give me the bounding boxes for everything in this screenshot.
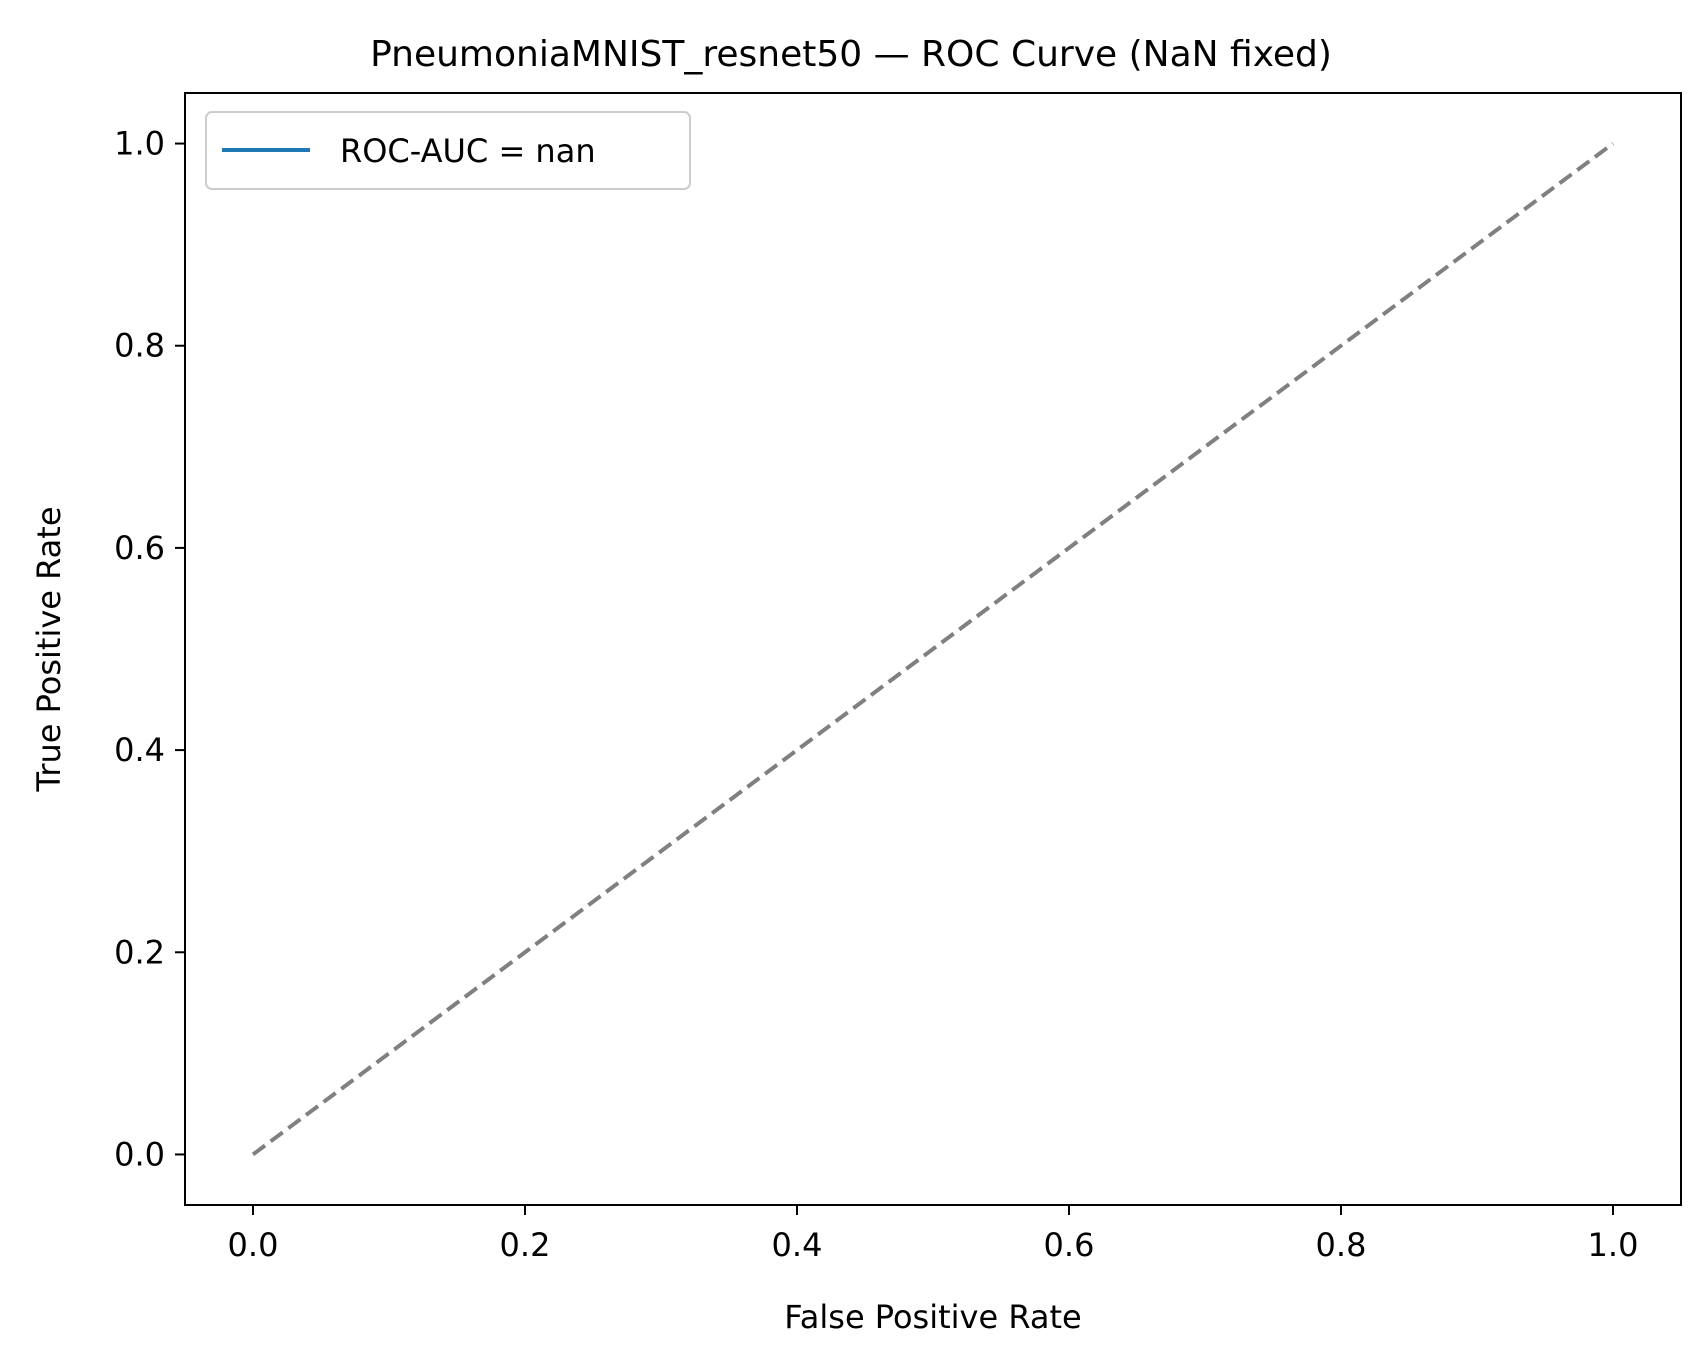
x-axis-label: False Positive Rate	[784, 1298, 1081, 1336]
x-tick-label: 0.4	[772, 1226, 823, 1264]
y-tick-label: 0.0	[114, 1135, 165, 1173]
chart-title: PneumoniaMNIST_resnet50 — ROC Curve (NaN…	[370, 34, 1332, 75]
y-tick-label: 0.8	[114, 327, 165, 365]
y-tick-label: 0.6	[114, 529, 165, 567]
x-tick-label: 0.2	[500, 1226, 551, 1264]
y-tick-label: 1.0	[114, 125, 165, 163]
chance-diagonal-line	[251, 141, 1615, 1157]
x-tick-label: 0.0	[228, 1226, 279, 1264]
series-layer	[251, 141, 1615, 1157]
y-tick-label: 0.4	[114, 731, 165, 769]
x-tick-label: 0.8	[1316, 1226, 1367, 1264]
y-tick-label: 0.2	[114, 933, 165, 971]
y-axis-label: True Positive Rate	[30, 506, 68, 792]
plot-area	[184, 92, 1682, 1206]
legend-box	[205, 111, 691, 190]
x-axis-ticks: 0.0 0.2 0.4 0.6 0.8 1.0	[228, 1205, 1639, 1264]
legend: ROC-AUC = nan	[205, 111, 691, 190]
legend-label: ROC-AUC = nan	[340, 132, 596, 170]
x-tick-label: 0.6	[1044, 1226, 1095, 1264]
x-tick-label: 1.0	[1588, 1226, 1639, 1264]
y-axis-ticks: 0.0 0.2 0.4 0.6 0.8 1.0	[114, 125, 185, 1173]
